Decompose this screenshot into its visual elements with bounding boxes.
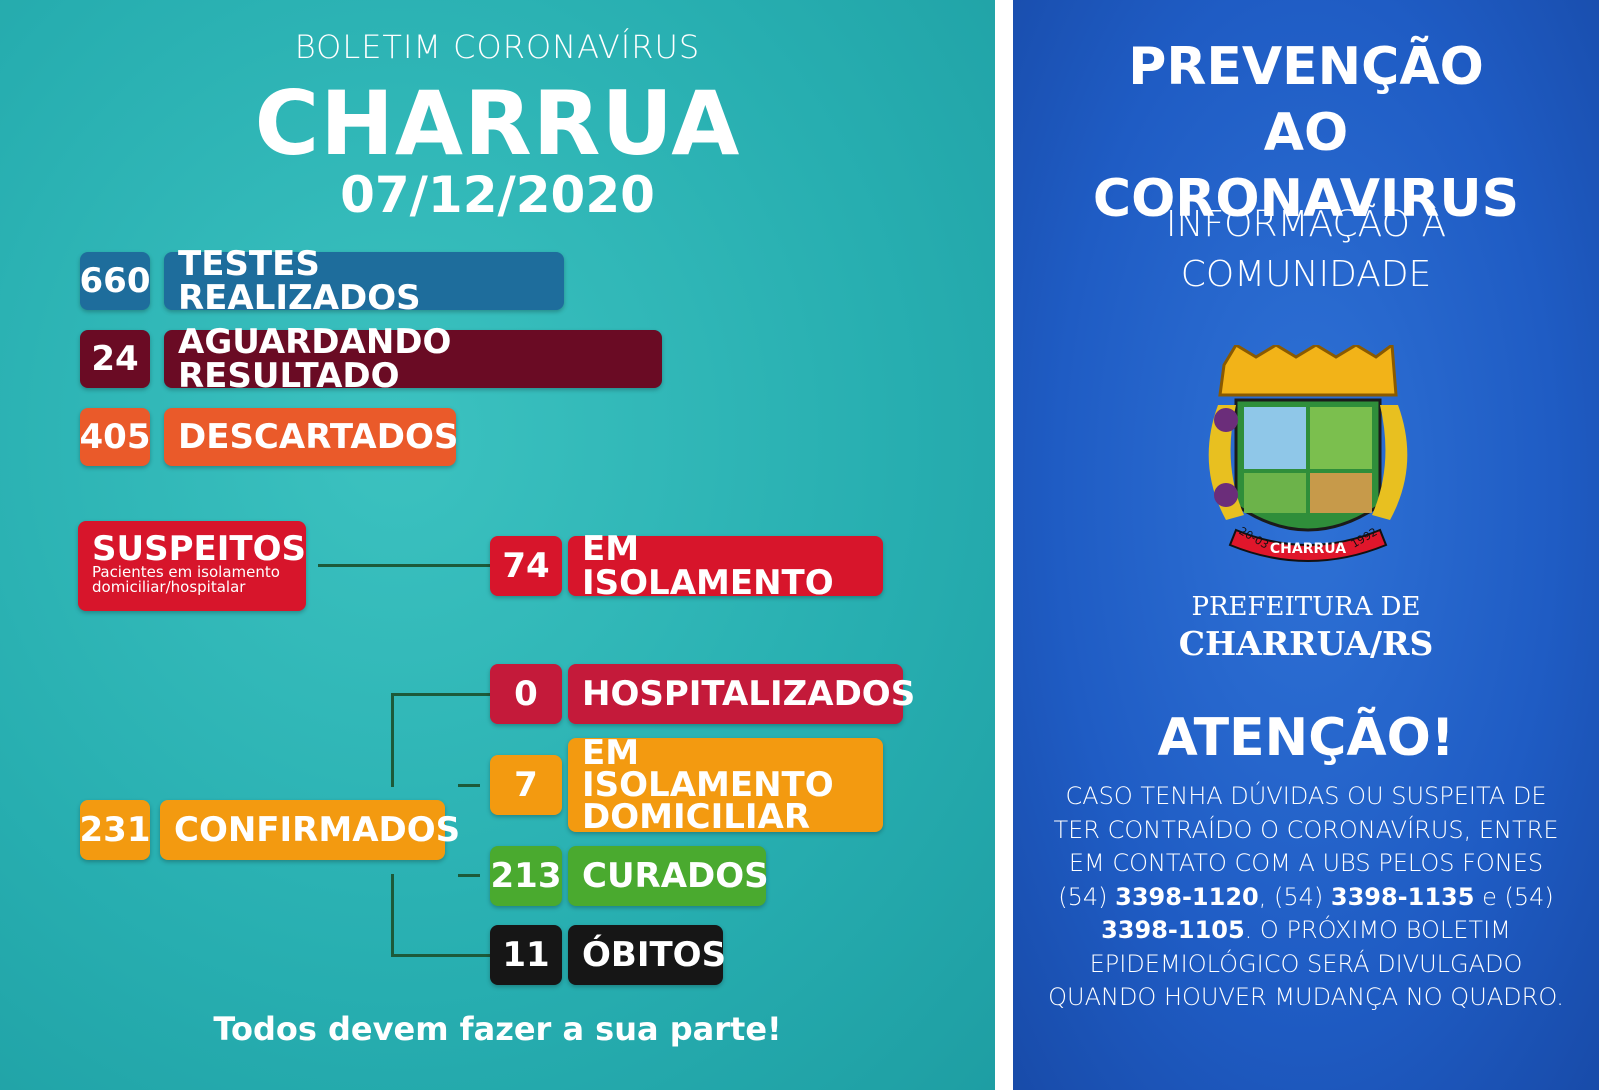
breakdown-value: 7 — [490, 755, 562, 815]
suspects-value: 74 — [490, 536, 562, 596]
stat-value: 660 — [80, 252, 151, 310]
connector — [391, 954, 490, 957]
suspects-box: SUSPEITOS Pacientes em isolamento domici… — [78, 521, 306, 611]
body-text: , (54) — [1258, 882, 1331, 911]
title: PREVENÇÃO AO CORONAVIRUS — [1092, 37, 1520, 229]
suspects-label: EM ISOLAMENTO — [568, 532, 883, 600]
breakdown-value: 0 — [490, 664, 562, 724]
emblem-name: CHARRUA — [1270, 541, 1346, 557]
stat-label: TESTES REALIZADOS — [164, 247, 564, 315]
breakdown-label: HOSPITALIZADOS — [568, 664, 915, 724]
org-kicker: PREFEITURA DE — [1191, 592, 1421, 622]
attention-heading: ATENÇÃO! — [1157, 708, 1455, 768]
body-text: e (54) — [1474, 882, 1554, 911]
confirmed-value: 231 — [80, 800, 151, 860]
footer: Todos devem fazer a sua parte! — [213, 1010, 782, 1048]
body-text: CASO TENHA DÚVIDAS OU SUSPEITA DE TER CO… — [1053, 782, 1559, 911]
stat-label: AGUARDANDO RESULTADO — [164, 325, 662, 393]
breakdown-value: 213 — [490, 846, 562, 906]
phone-number: 3398-1135 — [1330, 882, 1475, 911]
breakdown-label: CURADOS — [568, 846, 769, 906]
connector — [458, 784, 480, 787]
emblem: CHARRUA 20-03 1992 — [1208, 345, 1408, 562]
kicker: BOLETIM CORONAVÍRUS — [294, 28, 701, 66]
body-text: . O PRÓXIMO BOLETIM EPIDEMIOLÓGICO SERÁ … — [1048, 916, 1564, 1011]
breakdown-label: EM ISOLAMENTO DOMICILIAR — [568, 736, 883, 834]
connector — [391, 693, 394, 787]
connector — [391, 693, 490, 696]
stat-value: 405 — [80, 408, 151, 466]
subtitle: INFORMAÇÃO À COMUNIDADE — [1165, 204, 1447, 295]
stat-label: DESCARTADOS — [164, 408, 458, 466]
connector — [318, 564, 490, 567]
stat-value: 24 — [80, 330, 150, 388]
attention-body: CASO TENHA DÚVIDAS OU SUSPEITA DE TER CO… — [1041, 780, 1571, 1015]
breakdown-value: 11 — [490, 925, 562, 985]
suspects-note: Pacientes em isolamento domiciliar/hospi… — [92, 563, 280, 596]
confirmed-label: CONFIRMADOS — [160, 800, 460, 860]
right-panel: PREVENÇÃO AO CORONAVIRUS INFORMAÇÃO À CO… — [1013, 0, 1599, 1090]
connector — [391, 874, 394, 956]
date: 07/12/2020 — [340, 166, 655, 224]
org-name: CHARRUA/RS — [1178, 624, 1434, 663]
suspects-title: SUSPEITOS — [92, 529, 306, 569]
breakdown-label: ÓBITOS — [568, 925, 726, 985]
phone-number: 3398-1105 — [1101, 916, 1245, 944]
divider — [995, 0, 1013, 1090]
connector — [458, 874, 480, 877]
title: CHARRUA — [254, 72, 741, 175]
phone-number: 3398-1120 — [1115, 882, 1259, 911]
left-panel: BOLETIM CORONAVÍRUS CHARRUA 07/12/2020 6… — [0, 0, 995, 1090]
